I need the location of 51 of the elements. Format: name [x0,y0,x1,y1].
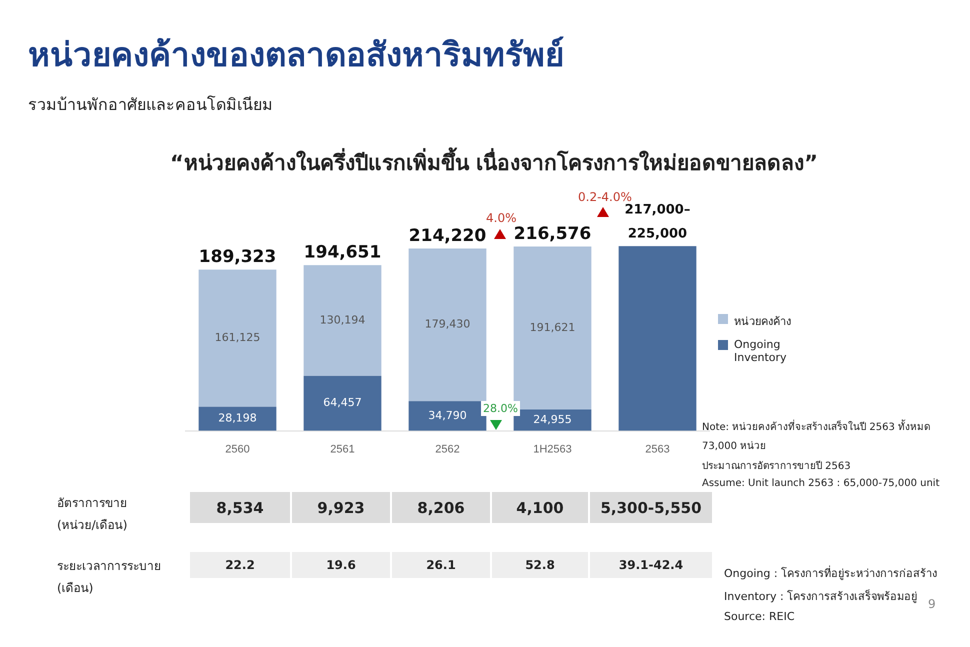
bar [198,270,276,407]
source-note: Source: REIC [724,610,795,623]
text: 22.2 [190,552,290,578]
bar [198,406,276,431]
text: Ongoing : โครงการที่อยู่ระหว่างการก่อสร้าง [724,564,938,582]
x-tick-label: 2563 [645,443,670,456]
text: 9 [928,597,936,611]
data-label: 24,955 [533,413,572,426]
text: 52.8 [492,552,588,578]
total-label: 214,220 [408,226,486,246]
data-label: 34,790 [428,408,467,422]
annotation: Note: หน่วยคงค้างที่จะสร้างเสร็จในปี 2563 ทั้งหมด 73,000 หน่วย [702,418,932,454]
chart-title: หน่วยคงค้างของตลาดอสังหาริมทรัพย์ [28,34,564,76]
text: 4,100 [492,492,588,523]
x-tick-label: 2561 [330,443,355,456]
legend-label: Ongoing Inventory [734,338,788,364]
text: 9,923 [292,492,390,523]
text: Assume: Unit launch 2563 : 65,000-75,000 unit [702,478,940,489]
text: 8,206 [392,492,490,523]
text: ประมาณการอัตราการขายปี 2563 [702,460,851,473]
text: 39.1-42.4 [590,552,712,578]
text: 4.0% [486,211,516,225]
bar [618,246,696,431]
annotation: 28.0% [481,401,520,416]
bar [304,376,382,431]
bar [408,248,486,402]
text: “หน่วยคงค้างในครึ่งปีแรกเพิ่มขึ้น เนื่องจากโครงการใหม่ยอดขายลดลง” [170,146,818,177]
data-label: 161,125 [214,331,260,344]
total-label: 189,323 [198,247,276,268]
data-label: 130,194 [320,313,366,326]
text: อัตราการขาย (หน่วย/เดือน) [57,495,128,534]
text: 0.2-4.0% [578,190,632,204]
x-tick-label: 2562 [435,443,460,456]
data-label: 64,457 [323,396,362,410]
text: 26.1 [392,552,490,578]
data-label: 28,198 [218,412,257,425]
bar [304,265,382,376]
data-label: 191,621 [530,320,576,334]
total-label: 216,576 [514,224,592,244]
data-label: 179,430 [424,318,470,331]
text: 8,534 [190,492,290,523]
total-label: 194,651 [304,242,382,263]
text: 5,300-5,550 [590,492,712,523]
legend-label: หน่วยคงค้าง [734,314,792,330]
text: 19.6 [292,552,390,578]
x-tick-label: 1H2563 [533,443,572,456]
chart-subtitle: รวมบ้านพักอาศัยและคอนโดมิเนียม [28,94,273,116]
text: Inventory : โครงการสร้างเสร็จพร้อมอยู่ [724,588,918,605]
total-label: 217,000–225,000 [624,202,690,242]
text: ระยะเวลาการระบาย (เดือน) [57,558,162,597]
x-tick-label: 2560 [225,443,250,456]
